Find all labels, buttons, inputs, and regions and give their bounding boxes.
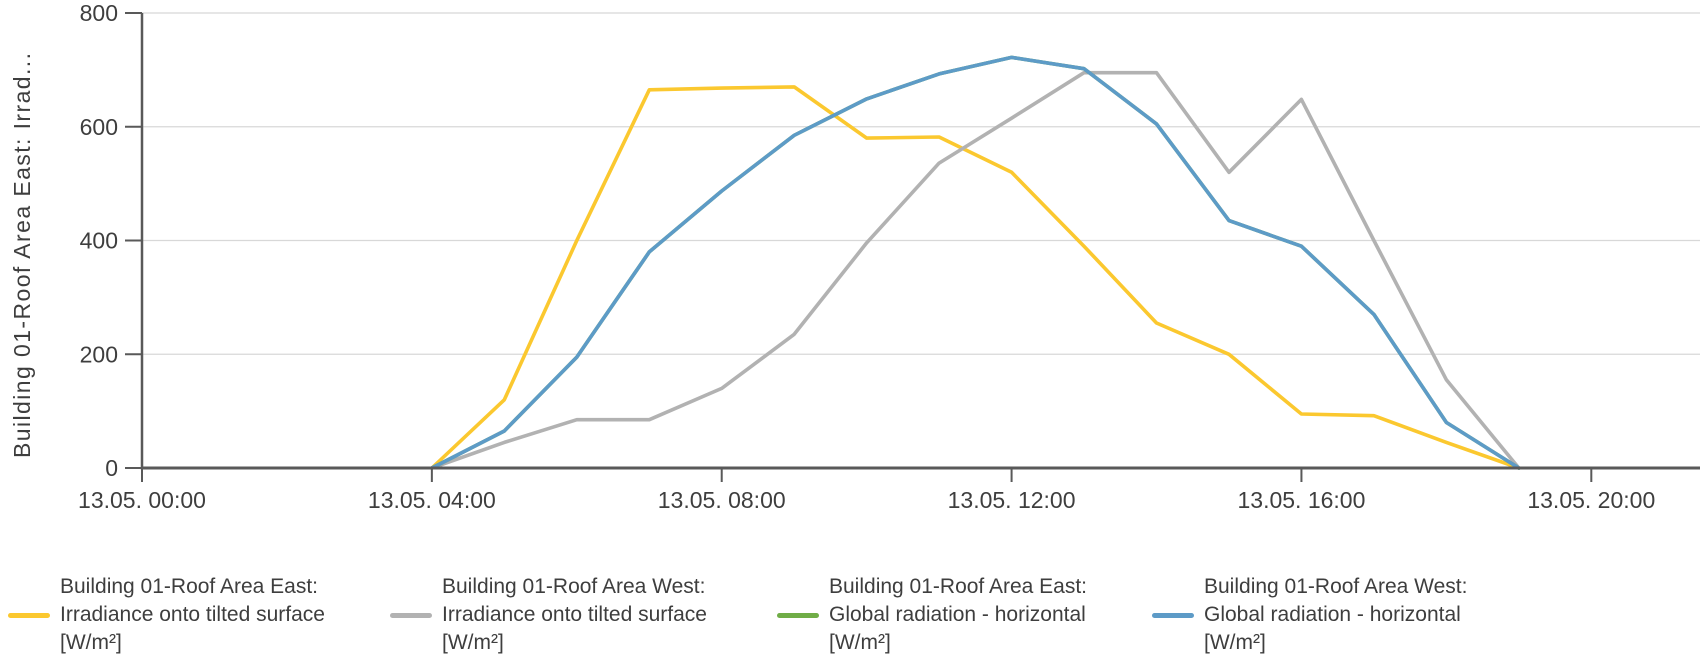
chart-line-west-tilted	[430, 70, 1521, 470]
series-group	[430, 55, 1521, 470]
legend-marker-west-tilted	[390, 613, 432, 618]
y-tick-label-800: 800	[80, 0, 118, 26]
y-tick-label-200: 200	[80, 341, 118, 367]
chart-line-west-global	[430, 55, 1521, 470]
x-tick-label-0: 13.05. 00:00	[78, 487, 206, 513]
legend-label: Building 01-Roof Area West: Irradiance o…	[442, 573, 707, 657]
x-tick-label-16: 13.05. 16:00	[1237, 487, 1365, 513]
legend-label-line2: Irradiance onto tilted surface	[60, 603, 325, 626]
legend-label-line2: Global radiation - horizontal	[829, 603, 1086, 626]
tick-labels-group: 0 200 400 600 800 13.05. 00:00 13.05. 04:00 13.…	[78, 0, 1655, 513]
legend-label-line3: [W/m²]	[829, 631, 891, 654]
legend-label-line3: [W/m²]	[442, 631, 504, 654]
legend-label: Building 01-Roof Area East: Irradiance o…	[60, 573, 325, 657]
gridlines-group	[142, 12, 1700, 355]
legend-label-line2: Irradiance onto tilted surface	[442, 603, 707, 626]
legend-marker-east-tilted	[8, 613, 50, 618]
legend-item-east-global: Building 01-Roof Area East: Global radia…	[777, 573, 1087, 657]
y-axis-title: Building 01-Roof Area East: Irrad...	[9, 53, 35, 458]
x-tick-label-12: 13.05. 12:00	[948, 487, 1076, 513]
legend-marker-west-global	[1152, 613, 1194, 618]
legend-item-west-global: Building 01-Roof Area West: Global radia…	[1152, 573, 1467, 657]
legend-label: Building 01-Roof Area East: Global radia…	[829, 573, 1087, 657]
legend-label-line1: Building 01-Roof Area East:	[829, 575, 1087, 598]
chart-line-east-global	[430, 55, 1521, 470]
legend-label-line3: [W/m²]	[1204, 631, 1266, 654]
y-tick-label-600: 600	[80, 114, 118, 140]
x-tick-label-4: 13.05. 04:00	[368, 487, 496, 513]
legend-label-line3: [W/m²]	[60, 631, 122, 654]
x-tick-label-20: 13.05. 20:00	[1527, 487, 1655, 513]
ticks-group	[125, 12, 1593, 482]
y-tick-label-400: 400	[80, 228, 118, 254]
irradiance-line-chart: 0 200 400 600 800 13.05. 00:00 13.05. 04:00 13.…	[9, 0, 1700, 513]
legend-item-east-tilted: Building 01-Roof Area East: Irradiance o…	[8, 573, 325, 657]
x-tick-label-8: 13.05. 08:00	[658, 487, 786, 513]
legend-item-west-tilted: Building 01-Roof Area West: Irradiance o…	[390, 573, 707, 657]
legend-marker-east-global	[777, 613, 819, 618]
y-tick-label-0: 0	[105, 455, 118, 481]
chart-legend: Building 01-Roof Area East: Irradiance o…	[0, 573, 1700, 663]
legend-label: Building 01-Roof Area West: Global radia…	[1204, 573, 1467, 657]
legend-label-line1: Building 01-Roof Area West:	[442, 575, 706, 598]
chart-line-east-tilted	[430, 85, 1521, 470]
legend-label-line1: Building 01-Roof Area East:	[60, 575, 318, 598]
legend-label-line2: Global radiation - horizontal	[1204, 603, 1461, 626]
legend-label-line1: Building 01-Roof Area West:	[1204, 575, 1468, 598]
